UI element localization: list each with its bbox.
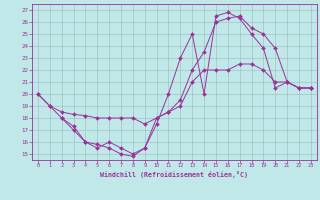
X-axis label: Windchill (Refroidissement éolien,°C): Windchill (Refroidissement éolien,°C) xyxy=(100,171,248,178)
